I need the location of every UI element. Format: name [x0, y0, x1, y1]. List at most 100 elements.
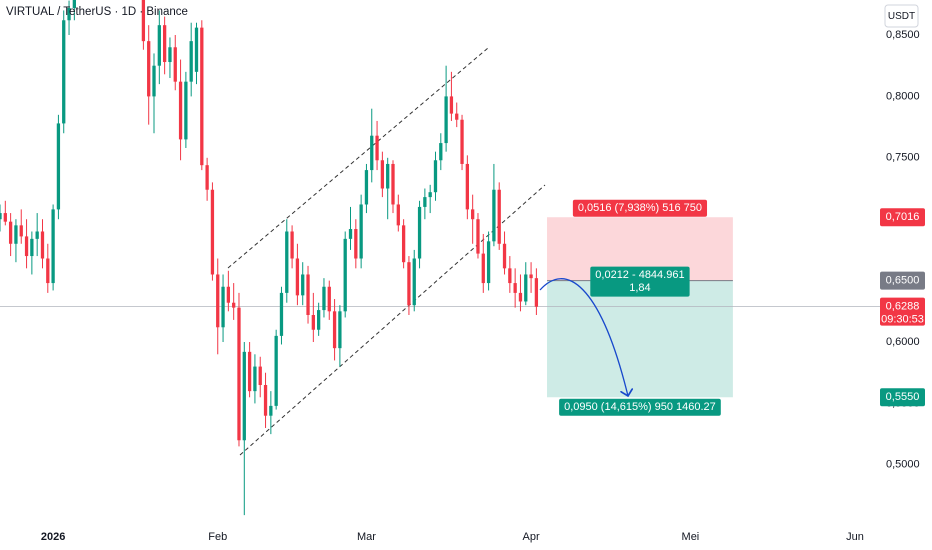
- candle-body: [513, 283, 517, 293]
- candle-body: [508, 268, 512, 284]
- candle-body: [194, 27, 199, 72]
- candle-body: [301, 274, 305, 296]
- x-tick-label: Apr: [523, 531, 540, 543]
- candle-body: [247, 351, 252, 392]
- candle-body: [51, 209, 55, 284]
- candle-body: [210, 189, 215, 275]
- currency-box[interactable]: [884, 4, 919, 28]
- candle-body: [221, 286, 225, 328]
- candle-body: [56, 123, 61, 210]
- candle-body: [226, 286, 231, 303]
- target-badge: [880, 388, 925, 407]
- candle-body: [492, 189, 496, 242]
- x-tick-label: Feb: [208, 531, 227, 543]
- last-price-countdown: 09:30:53: [881, 314, 924, 326]
- stop-label: 0,0516 (7,938%) 516 750: [578, 202, 702, 214]
- candle-body: [486, 241, 491, 284]
- candle-body: [173, 47, 177, 82]
- currency: USDT: [888, 11, 915, 22]
- candle-body: [386, 163, 390, 189]
- stop-label: 0,7016: [886, 211, 920, 223]
- last-price-label: 0,6288: [886, 301, 920, 313]
- target-label: 0,5550: [886, 391, 920, 403]
- candle-body: [518, 292, 523, 302]
- candle-body: [67, 7, 71, 21]
- candle-body: [428, 192, 432, 198]
- entry-label: 0,6500: [886, 275, 920, 287]
- candle-body: [242, 351, 246, 441]
- candle-body: [205, 165, 209, 190]
- stop-label-box: [572, 199, 708, 217]
- candle-body: [0, 213, 2, 220]
- y-tick-label: 0,6000: [886, 336, 920, 348]
- candle-body: [439, 143, 443, 161]
- candle-body: [359, 204, 363, 259]
- target-label: 0,0950 (14,615%) 950 1460.27: [564, 401, 716, 413]
- candle-body: [263, 385, 268, 416]
- candle-body: [465, 163, 469, 210]
- candle-body: [3, 213, 7, 222]
- candle-body: [8, 221, 13, 244]
- y-tick-label: 0,7500: [886, 152, 920, 164]
- candle-body: [184, 81, 188, 140]
- candle-body: [444, 96, 448, 144]
- candle-body: [417, 206, 422, 259]
- entry-label: 0,0212 - 4844.961: [595, 269, 684, 281]
- stop-badge: [880, 208, 925, 227]
- candle-body: [157, 25, 161, 66]
- candle-body: [178, 81, 183, 140]
- candle-body: [460, 119, 464, 164]
- candle-body: [279, 292, 284, 336]
- candle-body: [348, 229, 353, 239]
- x-tick-label: 2026: [41, 531, 65, 543]
- candle-body: [433, 160, 438, 193]
- candle-body: [141, 0, 146, 42]
- candle-body: [269, 405, 273, 416]
- candle-body: [189, 41, 193, 82]
- candle-body: [396, 204, 400, 226]
- candle-body: [62, 20, 66, 124]
- channel-upper: [227, 47, 489, 269]
- target-zone: [547, 280, 733, 398]
- candle-body: [502, 243, 507, 269]
- candle-body: [306, 274, 310, 315]
- candle-body: [200, 27, 204, 166]
- candle-body: [162, 25, 167, 63]
- candle-body: [370, 135, 374, 171]
- candle-body: [332, 311, 337, 349]
- x-tick-label: Mar: [357, 531, 376, 543]
- candle-body: [295, 258, 300, 296]
- candle-body: [30, 238, 34, 257]
- y-tick-label: 0,8000: [886, 90, 920, 102]
- candle-body: [285, 231, 289, 293]
- candle-body: [343, 238, 347, 312]
- candle-body: [476, 219, 480, 254]
- candle-body: [317, 310, 321, 330]
- candle-body: [72, 0, 76, 8]
- candle-body: [19, 225, 23, 237]
- target-label-box: [559, 398, 721, 416]
- candle-body: [455, 113, 459, 120]
- candle-body: [322, 286, 326, 311]
- candle-body: [311, 315, 315, 330]
- x-tick-label: Mei: [682, 531, 700, 543]
- candle-body: [412, 258, 416, 306]
- candle-body: [364, 170, 369, 205]
- chart-title: VIRTUAL / TetherUS · 1D · Binance: [6, 6, 188, 18]
- candle-body: [147, 41, 151, 97]
- candle-body: [524, 274, 528, 302]
- last-price-badge: [880, 297, 925, 326]
- candle-body: [534, 278, 539, 307]
- candle-body: [423, 197, 427, 207]
- y-tick-label: 0,8500: [886, 29, 920, 41]
- candle-body: [290, 231, 294, 259]
- candle-body: [391, 163, 395, 205]
- candle-body: [168, 47, 172, 63]
- candle-body: [35, 231, 39, 239]
- entry-label-box: [590, 266, 690, 297]
- candle-body: [327, 286, 331, 312]
- plot-area: [0, 0, 880, 516]
